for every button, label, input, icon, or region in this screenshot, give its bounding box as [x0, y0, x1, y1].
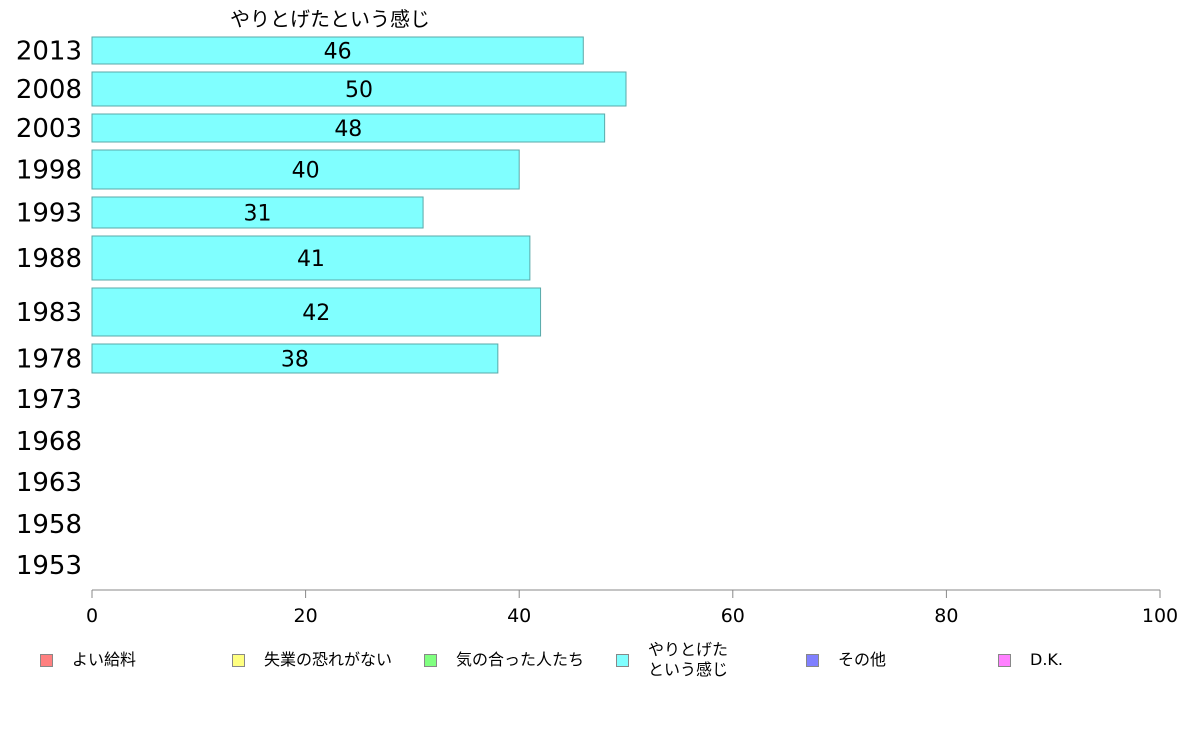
bar-chart: やりとげたという感じ 2013 46 2008 50 2003 48 1998 40 1993 3…	[16, 7, 1178, 627]
legend-swatch	[616, 654, 629, 667]
legend-label: 気の合った人たち	[456, 650, 585, 669]
data-label: 38	[281, 348, 309, 373]
legend-label: その他	[838, 650, 887, 669]
chart-title: やりとげたという感じ	[230, 7, 430, 31]
data-label: 31	[244, 202, 272, 227]
legend-item: よい給料	[40, 640, 136, 670]
data-label: 41	[297, 247, 325, 272]
bar	[91, 36, 584, 65]
data-label: 40	[292, 159, 320, 184]
legend-label: 失業の恐れがない	[264, 650, 393, 669]
y-tick-label: 2003	[16, 114, 82, 144]
x-tick-label: 0	[86, 605, 98, 627]
data-label: 50	[345, 78, 373, 103]
y-tick-label: 1978	[16, 345, 82, 375]
legend: よい給料 失業の恐れがない 気の合った人たち やりとげた という感じ その他 D.K.	[0, 640, 1188, 690]
legend-item: D.K.	[998, 640, 1063, 670]
bar	[91, 149, 520, 190]
y-tick-label: 1963	[16, 468, 82, 498]
legend-label: D.K.	[1030, 650, 1063, 669]
x-tick-label: 80	[934, 605, 958, 627]
y-tick-label: 1993	[16, 199, 82, 229]
bar	[91, 235, 531, 281]
y-tick-label: 1953	[16, 551, 82, 581]
data-label: 48	[334, 117, 362, 142]
y-tick-label: 1998	[16, 156, 82, 186]
legend-item: その他	[806, 640, 886, 670]
x-tick-label: 20	[294, 605, 318, 627]
bar	[91, 196, 424, 229]
x-tick-label: 100	[1142, 605, 1178, 627]
y-tick-label: 1983	[16, 298, 82, 328]
y-tick-label: 2013	[16, 37, 82, 67]
y-tick-label: 1958	[16, 510, 82, 540]
bar	[91, 287, 542, 337]
y-tick-label: 1988	[16, 244, 82, 274]
legend-swatch	[998, 654, 1011, 667]
bar	[91, 71, 627, 107]
y-tick-label: 1973	[16, 385, 82, 415]
legend-label: やりとげた という感じ	[648, 640, 729, 679]
bar	[91, 113, 606, 143]
legend-item: 失業の恐れがない	[232, 640, 392, 670]
legend-swatch	[232, 654, 245, 667]
legend-swatch	[806, 654, 819, 667]
legend-item: 気の合った人たち	[424, 640, 584, 670]
bar	[91, 343, 499, 374]
x-tick-label: 40	[507, 605, 531, 627]
data-label: 42	[302, 301, 330, 326]
y-tick-label: 1968	[16, 427, 82, 457]
data-label: 46	[324, 40, 352, 65]
y-tick-label: 2008	[16, 75, 82, 105]
legend-label: よい給料	[72, 650, 137, 669]
legend-item: やりとげた という感じ	[616, 640, 728, 680]
x-tick-label: 60	[721, 605, 745, 627]
legend-swatch	[40, 654, 53, 667]
legend-swatch	[424, 654, 437, 667]
